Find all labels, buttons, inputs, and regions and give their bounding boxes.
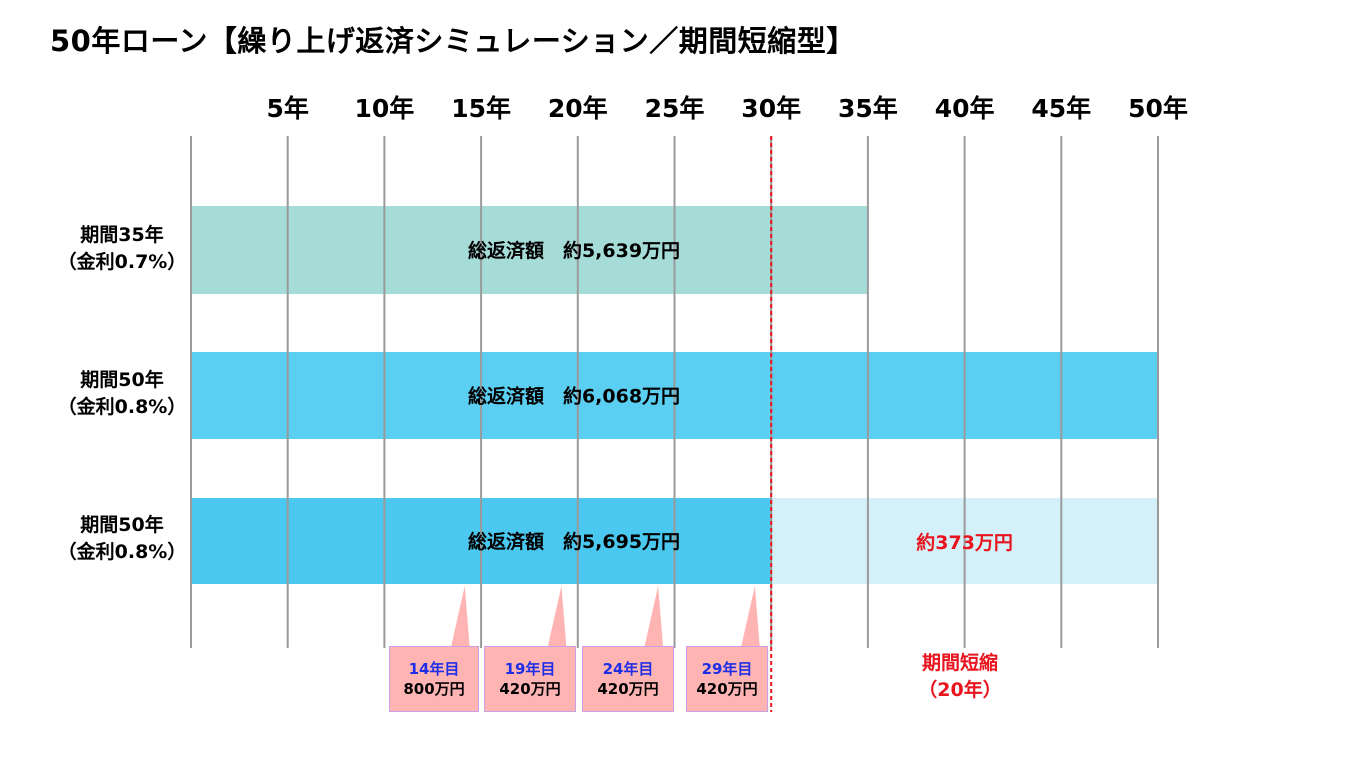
period-shortening-label: 期間短縮 （20年） <box>880 650 1040 704</box>
prepay-callout-2: 19年目 420万円 <box>484 646 576 712</box>
row-label-rate: （金利0.7%） <box>57 251 187 273</box>
row-label-term: 期間50年 <box>80 369 164 391</box>
tick-label-15: 15年 <box>451 94 511 123</box>
tick-label-40: 40年 <box>935 94 995 123</box>
shortening-line2: （20年） <box>918 679 1002 701</box>
row-label-35: 期間35年 （金利0.7%） <box>54 222 190 276</box>
chart-title: 50年ローン【繰り上げ返済シミュレーション／期間短縮型】 <box>50 24 856 58</box>
prepay-pointer-3 <box>644 586 664 648</box>
tick-label-50: 50年 <box>1128 94 1188 123</box>
tick-label-35: 35年 <box>838 94 898 123</box>
prepay-pointer-1 <box>450 586 470 648</box>
prepay-year: 29年目 <box>701 660 753 678</box>
shortening-line1: 期間短縮 <box>921 652 998 674</box>
row-label-50-prepay: 期間50年 （金利0.8%） <box>54 512 190 566</box>
saving-label: 約373万円 <box>916 531 1013 554</box>
prepay-callout-1: 14年目 800万円 <box>389 646 479 712</box>
prepay-amount: 800万円 <box>403 680 465 698</box>
prepay-year: 24年目 <box>602 660 654 678</box>
prepay-year: 19年目 <box>504 660 556 678</box>
tick-label-20: 20年 <box>548 94 608 123</box>
prepay-amount: 420万円 <box>597 680 659 698</box>
row-label-term: 期間50年 <box>80 514 164 536</box>
row-label-50: 期間50年 （金利0.8%） <box>54 367 190 421</box>
tick-label-45: 45年 <box>1031 94 1091 123</box>
bar-label-3: 総返済額 約5,695万円 <box>468 530 680 553</box>
tick-label-5: 5年 <box>266 94 308 123</box>
prepay-amount: 420万円 <box>499 680 561 698</box>
prepay-callout-3: 24年目 420万円 <box>582 646 674 712</box>
tick-label-30: 30年 <box>741 94 801 123</box>
prepay-callout-4: 29年目 420万円 <box>686 646 768 712</box>
row-label-rate: （金利0.8%） <box>57 396 187 418</box>
bar-label-2: 総返済額 約6,068万円 <box>468 385 680 408</box>
bar-label-1: 総返済額 約5,639万円 <box>468 239 680 262</box>
prepay-pointer-4 <box>740 586 760 648</box>
prepay-pointer-2 <box>547 586 567 648</box>
prepay-year: 14年目 <box>408 660 460 678</box>
bar-1 <box>191 206 868 294</box>
tick-label-10: 10年 <box>355 94 415 123</box>
row-label-term: 期間35年 <box>80 224 164 246</box>
prepay-amount: 420万円 <box>696 680 758 698</box>
row-label-rate: （金利0.8%） <box>57 541 187 563</box>
tick-label-25: 25年 <box>645 94 705 123</box>
